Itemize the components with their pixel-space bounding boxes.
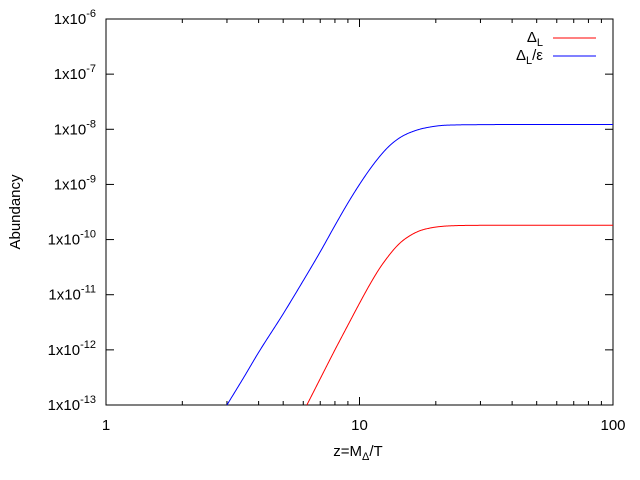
y-tick-base: 1x10 <box>54 176 87 193</box>
y-tick-base: 1x10 <box>48 287 81 304</box>
legend-label: ΔL <box>527 29 543 49</box>
y-tick-label: 1x10-10 <box>48 229 96 249</box>
y-tick-label: 1x10-13 <box>48 394 96 414</box>
x-tick-label: 10 <box>351 417 368 434</box>
y-tick-label: 1x10-12 <box>48 339 96 359</box>
y-tick-exponent: -12 <box>80 339 96 351</box>
series-lines <box>226 124 613 406</box>
y-tick-exponent: -6 <box>86 8 96 20</box>
plot-frame <box>105 18 614 406</box>
y-tick-label: 1x10-6 <box>54 8 96 28</box>
legend-label-sub: L <box>537 37 543 49</box>
x-axis-title-sub: Δ <box>362 451 370 463</box>
y-tick-base: 1x10 <box>48 342 81 359</box>
x-tick-label: 100 <box>600 417 625 434</box>
x-tick-label: 1 <box>102 417 110 434</box>
x-tick-labels: 1 10 100 <box>102 417 626 434</box>
y-tick-labels: 1x10-61x10-71x10-81x10-91x10-101x10-111x… <box>48 8 96 414</box>
axis-ticks <box>105 18 613 406</box>
series-line-delta-l <box>306 224 613 406</box>
x-axis-title: z=MΔ/T <box>333 443 382 463</box>
legend-label: ΔL/ε <box>516 47 543 67</box>
y-tick-exponent: -13 <box>80 394 96 406</box>
legend-label-sub: L <box>526 55 532 67</box>
y-tick-base: 1x10 <box>48 232 81 249</box>
y-tick-base: 1x10 <box>54 11 87 28</box>
y-tick-base: 1x10 <box>54 66 87 83</box>
y-tick-exponent: -10 <box>80 229 96 241</box>
y-tick-exponent: -11 <box>81 284 96 296</box>
y-tick-base: 1x10 <box>54 121 87 138</box>
y-axis-title: Abundancy <box>7 174 24 250</box>
series-line-delta-l-over-epsilon <box>226 124 613 406</box>
y-tick-label: 1x10-8 <box>54 118 96 138</box>
y-tick-exponent: -8 <box>86 118 96 130</box>
y-tick-exponent: -7 <box>86 63 96 75</box>
legend-label-main: Δ <box>527 29 537 46</box>
x-axis-title-main: z=M <box>333 443 362 460</box>
legend-label-rest: /ε <box>532 47 543 64</box>
x-axis-title-rest: /T <box>369 443 382 460</box>
y-tick-base: 1x10 <box>48 397 81 414</box>
y-tick-exponent: -9 <box>86 173 96 185</box>
y-tick-label: 1x10-9 <box>54 173 96 193</box>
y-tick-label: 1x10-11 <box>48 284 96 304</box>
legend-label-main: Δ <box>516 47 526 64</box>
y-tick-label: 1x10-7 <box>54 63 96 83</box>
